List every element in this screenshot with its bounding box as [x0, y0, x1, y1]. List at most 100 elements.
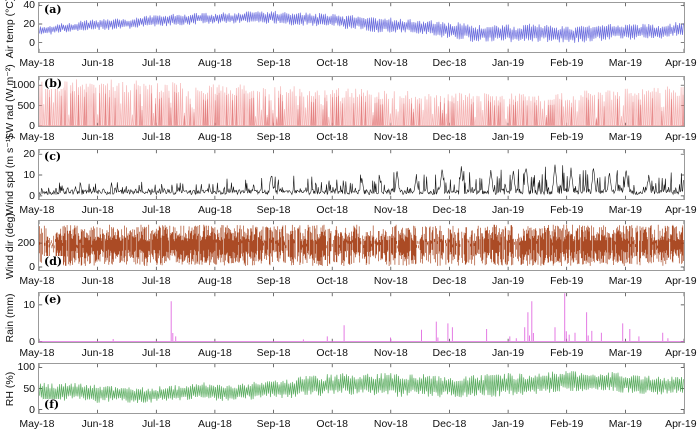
y-tick-label-c-0: 0	[29, 189, 35, 202]
y-tick-label-e-0: 0	[29, 336, 35, 348]
x-tick-label-f-3: Aug-18	[197, 418, 232, 430]
x-tick-label-c-0: May-18	[19, 204, 55, 216]
x-tick-label-f-2: Jul-18	[141, 418, 171, 430]
x-tick-label-c-5: Oct-18	[316, 204, 348, 216]
series-svg-d	[39, 221, 684, 270]
series-svg-f	[39, 364, 684, 413]
x-tick-label-d-8: Jan-19	[492, 275, 525, 287]
x-tick-label-a-0: May-18	[19, 57, 55, 69]
axis-tick-marks-e	[39, 293, 684, 342]
y-tick-label-e-10: 10	[23, 298, 35, 311]
axis-tick-marks-a	[39, 3, 684, 52]
series-svg-c	[39, 150, 684, 199]
series-svg-a	[39, 3, 684, 52]
x-tick-label-e-8: Jan-19	[492, 347, 525, 359]
x-tick-label-f-0: May-18	[19, 418, 55, 430]
x-tick-label-c-9: Feb-19	[550, 204, 584, 216]
axis-tick-marks-d	[39, 221, 684, 270]
data-series-e	[112, 293, 669, 342]
x-tick-label-c-1: Jun-18	[81, 204, 114, 216]
axis-tick-marks-c	[39, 150, 684, 199]
data-series-b	[39, 79, 684, 126]
x-tick-label-d-3: Aug-18	[197, 275, 232, 287]
plot-area-d: (d)	[38, 220, 685, 271]
series-svg-b	[39, 77, 684, 126]
panel-letter-d: (d)	[43, 255, 64, 268]
axis-tick-marks-f	[39, 364, 684, 413]
x-tick-label-d-4: Sep-18	[256, 275, 291, 287]
panel-letter-e: (e)	[43, 293, 63, 306]
x-tick-label-b-0: May-18	[19, 131, 55, 143]
x-tick-label-b-10: Mar-19	[608, 131, 642, 143]
y-tick-label-a-0: 0	[29, 36, 35, 49]
x-tick-label-e-4: Sep-18	[256, 347, 291, 359]
y-tick-label-c-20: 20	[23, 148, 35, 161]
x-tick-label-f-10: Mar-19	[608, 418, 642, 430]
x-tick-label-c-2: Jul-18	[141, 204, 171, 216]
x-tick-label-e-3: Aug-18	[197, 347, 232, 359]
x-tick-label-f-6: Nov-18	[373, 418, 408, 430]
x-tick-label-a-11: Apr-19	[665, 57, 697, 69]
x-tick-label-b-7: Dec-18	[432, 131, 467, 143]
x-tick-label-d-10: Mar-19	[608, 275, 642, 287]
x-tick-label-d-11: Apr-19	[665, 275, 697, 287]
y-tick-label-d-200: 200	[17, 237, 35, 250]
x-tick-label-a-8: Jan-19	[492, 57, 525, 69]
panel-letter-c: (c)	[43, 150, 63, 163]
y-tick-label-c-10: 10	[23, 169, 35, 182]
plot-area-a: (a)	[38, 2, 685, 53]
x-tick-label-b-5: Oct-18	[316, 131, 348, 143]
series-svg-e	[39, 293, 684, 342]
y-tick-label-a-20: 20	[23, 18, 35, 30]
y-tick-label-f-50: 50	[23, 382, 35, 395]
x-tick-label-e-6: Nov-18	[373, 347, 408, 359]
x-tick-label-b-1: Jun-18	[81, 131, 114, 143]
x-tick-label-d-1: Jun-18	[81, 275, 114, 287]
panel-letter-f: (f)	[43, 398, 61, 411]
x-axis-labels-e: May-18 Jun-18 Jul-18 Aug-18 Sep-18 Oct-18 Nov-…	[0, 347, 700, 360]
x-tick-label-b-11: Apr-19	[665, 131, 697, 143]
x-tick-label-e-10: Mar-19	[608, 347, 642, 359]
x-tick-label-c-4: Sep-18	[256, 204, 291, 216]
x-tick-label-b-4: Sep-18	[256, 131, 291, 143]
data-series-f	[39, 371, 684, 404]
x-axis-labels-f: May-18 Jun-18 Jul-18 Aug-18 Sep-18 Oct-18 Nov-…	[0, 418, 700, 431]
y-tick-label-b-1000: 1000	[11, 79, 35, 92]
x-tick-label-e-9: Feb-19	[550, 347, 584, 359]
x-axis-labels-b: May-18 Jun-18 Jul-18 Aug-18 Sep-18 Oct-18 Nov-…	[0, 131, 700, 144]
y-tick-label-f-100: 100	[17, 361, 35, 374]
x-tick-label-a-9: Feb-19	[550, 57, 584, 69]
x-tick-label-f-4: Sep-18	[256, 418, 291, 430]
x-tick-label-a-10: Mar-19	[608, 57, 642, 69]
x-tick-label-e-1: Jun-18	[81, 347, 114, 359]
plot-area-e: (e)	[38, 292, 685, 343]
plot-area-b: (b)	[38, 76, 685, 127]
x-tick-label-e-11: Apr-19	[665, 347, 697, 359]
x-tick-label-a-4: Sep-18	[256, 57, 291, 69]
y-tick-label-b-0: 0	[29, 120, 35, 132]
data-series-dark-b	[48, 89, 684, 126]
x-tick-label-d-2: Jul-18	[141, 275, 171, 287]
x-tick-label-c-7: Dec-18	[432, 204, 467, 216]
x-tick-label-e-7: Dec-18	[432, 347, 467, 359]
x-tick-label-e-0: May-18	[19, 347, 55, 359]
x-tick-label-b-9: Feb-19	[550, 131, 584, 143]
x-tick-label-f-9: Feb-19	[550, 418, 584, 430]
x-tick-label-d-5: Oct-18	[316, 275, 348, 287]
y-tick-label-f-0: 0	[29, 403, 35, 416]
x-tick-label-a-2: Jul-18	[141, 57, 171, 69]
x-tick-label-a-1: Jun-18	[81, 57, 114, 69]
panel-letter-b: (b)	[43, 77, 64, 90]
x-tick-label-b-6: Nov-18	[373, 131, 408, 143]
x-tick-label-d-7: Dec-18	[432, 275, 467, 287]
plot-area-f: (f)	[38, 363, 685, 414]
y-tick-label-d-0: 0	[29, 261, 35, 273]
x-tick-label-c-8: Jan-19	[492, 204, 525, 216]
x-tick-label-a-3: Aug-18	[197, 57, 232, 69]
x-tick-label-a-7: Dec-18	[432, 57, 467, 69]
plot-area-c: (c)	[38, 149, 685, 200]
x-tick-label-b-2: Jul-18	[141, 131, 171, 143]
x-tick-label-d-9: Feb-19	[550, 275, 584, 287]
x-tick-label-d-6: Nov-18	[373, 275, 408, 287]
